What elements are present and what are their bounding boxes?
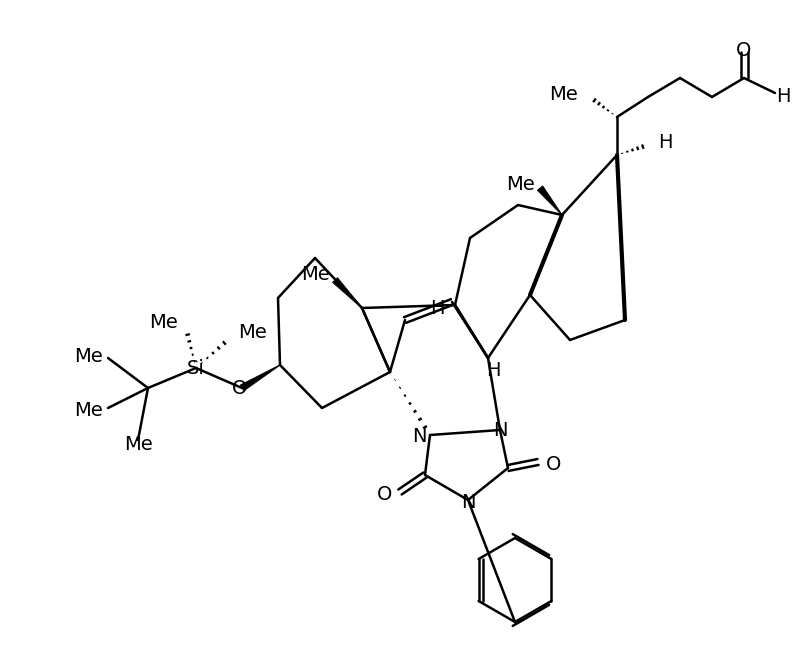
Text: O: O: [546, 454, 561, 474]
Text: N: N: [461, 492, 475, 512]
Text: H: H: [658, 132, 672, 152]
Text: Me: Me: [301, 265, 330, 285]
Text: Me: Me: [506, 174, 535, 194]
Text: H: H: [430, 299, 444, 317]
Text: Me: Me: [238, 323, 267, 343]
Text: O: O: [376, 484, 392, 504]
Text: Me: Me: [123, 436, 152, 454]
Text: Me: Me: [549, 84, 578, 104]
Polygon shape: [240, 365, 280, 391]
Text: O: O: [736, 41, 752, 59]
Text: N: N: [493, 420, 507, 440]
Text: Me: Me: [75, 401, 103, 420]
Text: Me: Me: [75, 347, 103, 365]
Text: N: N: [413, 428, 427, 446]
Text: Si: Si: [187, 359, 205, 377]
Text: Me: Me: [149, 313, 178, 333]
Text: H: H: [486, 361, 500, 379]
Polygon shape: [333, 278, 363, 308]
Text: H: H: [776, 86, 790, 106]
Text: O: O: [232, 379, 247, 397]
Polygon shape: [537, 186, 562, 215]
